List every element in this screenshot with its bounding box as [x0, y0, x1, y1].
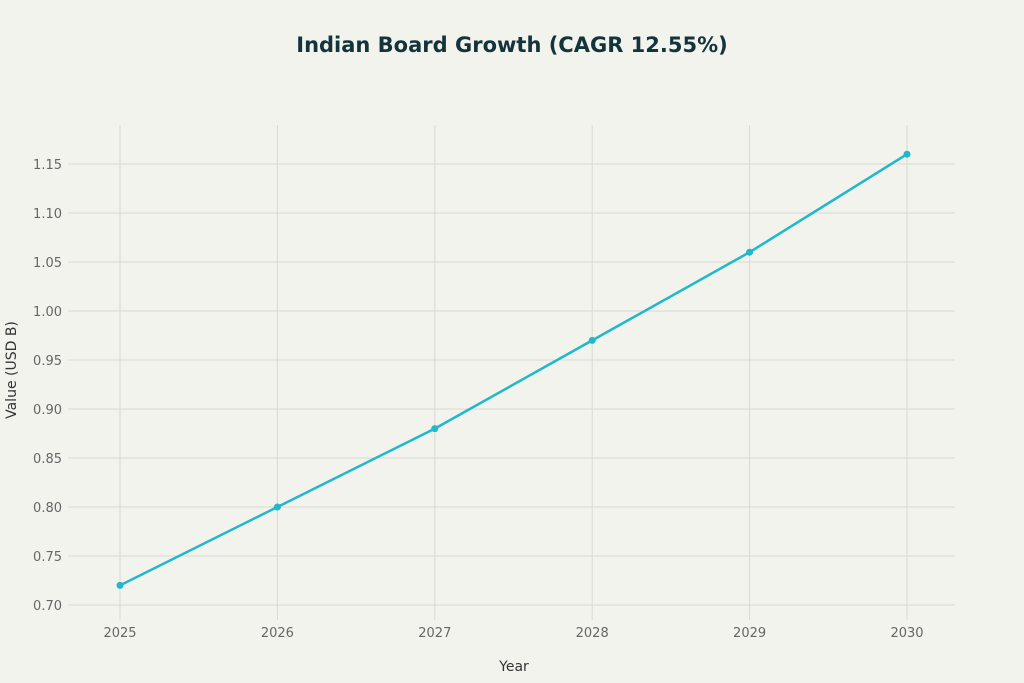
x-axis-ticks: 2025 2026 2027 2028 2029 2030 — [103, 626, 923, 641]
x-tick-label: 2025 — [103, 626, 136, 641]
y-tick-label: 1.00 — [33, 305, 62, 320]
chart-title: Indian Board Growth (CAGR 12.55%) — [296, 33, 728, 57]
x-tick-label: 2027 — [418, 626, 451, 641]
x-tick-label: 2029 — [733, 626, 766, 641]
x-tick-label: 2026 — [261, 626, 294, 641]
x-axis-label: Year — [498, 659, 529, 675]
y-tick-label: 0.75 — [33, 550, 62, 565]
y-tick-label: 0.70 — [33, 599, 62, 614]
series-line — [116, 150, 911, 589]
y-tick-label: 1.15 — [33, 158, 62, 173]
y-tick-label: 0.90 — [33, 403, 62, 418]
grid — [68, 125, 955, 620]
x-tick-label: 2028 — [576, 626, 609, 641]
data-point-2030 — [903, 150, 911, 158]
x-tick-label: 2030 — [890, 626, 923, 641]
data-point-2028 — [588, 336, 596, 344]
data-point-2027 — [431, 425, 439, 433]
data-point-2025 — [116, 581, 124, 589]
y-tick-label: 1.05 — [33, 256, 62, 271]
y-axis-label: Value (USD B) — [4, 321, 20, 419]
series-path — [119, 153, 908, 587]
y-tick-label: 0.95 — [33, 354, 62, 369]
y-axis-ticks: 0.70 0.75 0.80 0.85 0.90 0.95 1.00 1.05 1.10 1.15 — [33, 158, 62, 614]
y-tick-label: 1.10 — [33, 207, 62, 222]
y-tick-label: 0.80 — [33, 501, 62, 516]
y-tick-label: 0.85 — [33, 452, 62, 467]
data-point-2026 — [273, 503, 281, 511]
data-point-2029 — [746, 248, 754, 256]
